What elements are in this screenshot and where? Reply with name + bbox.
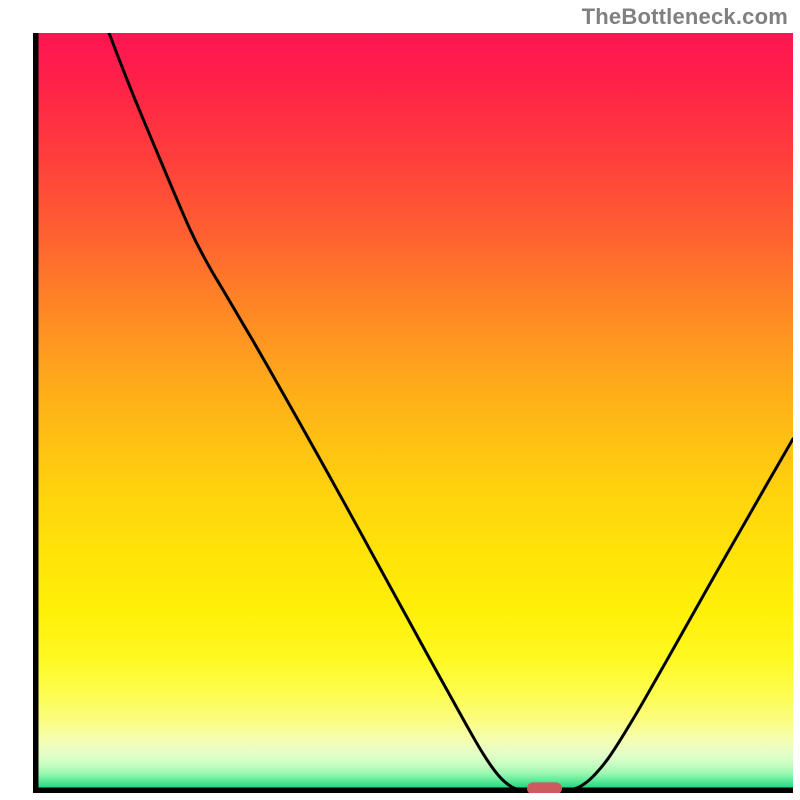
chart-frame: TheBottleneck.com	[0, 0, 800, 800]
optimum-marker	[527, 782, 562, 793]
plot-svg	[33, 33, 793, 793]
watermark-text: TheBottleneck.com	[582, 4, 788, 30]
gradient-background	[33, 33, 793, 793]
plot-area	[33, 33, 793, 793]
